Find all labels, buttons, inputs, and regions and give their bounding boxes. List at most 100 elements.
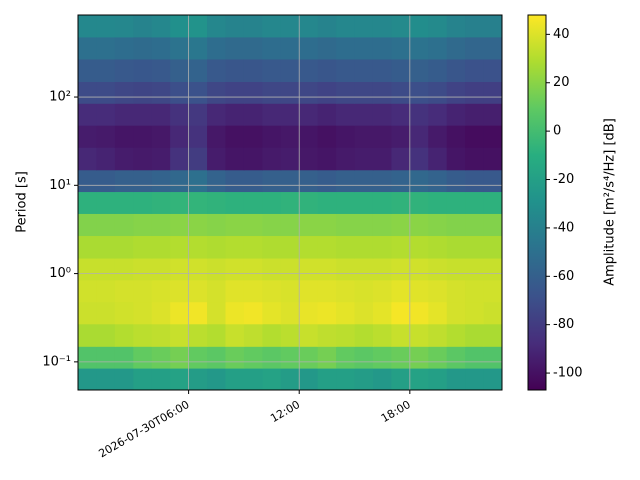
heatmap-cell bbox=[78, 125, 97, 148]
heatmap-cell bbox=[262, 191, 282, 214]
heatmap-cell bbox=[96, 147, 116, 171]
heatmap-cell bbox=[465, 147, 485, 171]
heatmap-cell bbox=[317, 81, 337, 104]
heatmap-cell bbox=[188, 169, 208, 193]
colorbar-tick-label: 0 bbox=[553, 124, 561, 139]
heatmap-cell bbox=[225, 346, 245, 369]
heatmap-cell bbox=[465, 169, 485, 193]
heatmap-cell bbox=[465, 258, 485, 281]
heatmap-cell bbox=[133, 323, 153, 347]
heatmap-cell bbox=[188, 58, 208, 82]
heatmap-cell bbox=[225, 279, 245, 303]
heatmap-cell bbox=[280, 81, 300, 104]
heatmap-cell bbox=[170, 191, 190, 214]
heatmap-cell bbox=[133, 213, 153, 237]
heatmap-cell bbox=[336, 103, 356, 126]
colorbar-tick-label: -40 bbox=[553, 220, 574, 235]
heatmap-cell bbox=[262, 147, 282, 171]
heatmap-cell bbox=[78, 301, 97, 325]
heatmap-cell bbox=[262, 58, 282, 82]
y-tick-label: 10¹ bbox=[49, 178, 71, 193]
heatmap-cell bbox=[262, 103, 282, 126]
heatmap-cell bbox=[354, 346, 374, 369]
heatmap-cell bbox=[133, 58, 153, 82]
heatmap-cell bbox=[225, 103, 245, 126]
heatmap-cell bbox=[78, 15, 97, 38]
heatmap-cell bbox=[170, 36, 190, 60]
heatmap-cell bbox=[483, 103, 503, 126]
heatmap-cell bbox=[465, 81, 485, 104]
heatmap-cell bbox=[354, 279, 374, 303]
heatmap-cell bbox=[372, 368, 392, 391]
colorbar-tick-label: 40 bbox=[553, 27, 570, 42]
heatmap-cell bbox=[243, 346, 263, 369]
heatmap-cell bbox=[483, 235, 503, 259]
heatmap-cell bbox=[133, 301, 153, 325]
heatmap-cell bbox=[299, 368, 319, 391]
heatmap-cell bbox=[428, 235, 448, 259]
heatmap-cell bbox=[372, 213, 392, 237]
heatmap-cell bbox=[133, 125, 153, 148]
heatmap-cell bbox=[262, 368, 282, 391]
heatmap-cell bbox=[170, 279, 190, 303]
heatmap-cell bbox=[372, 15, 392, 38]
heatmap-cell bbox=[225, 213, 245, 237]
colorbar-tick-label: -80 bbox=[553, 317, 574, 332]
heatmap-cell bbox=[280, 301, 300, 325]
heatmap-cell bbox=[225, 258, 245, 281]
heatmap-cell bbox=[483, 36, 503, 60]
heatmap-cell bbox=[446, 368, 466, 391]
heatmap-cell bbox=[446, 323, 466, 347]
heatmap-cell bbox=[483, 279, 503, 303]
heatmap-cell bbox=[409, 147, 429, 171]
heatmap-cell bbox=[317, 36, 337, 60]
heatmap-cell bbox=[114, 36, 134, 60]
heatmap-cell bbox=[317, 191, 337, 214]
heatmap-cell bbox=[354, 323, 374, 347]
heatmap-cell bbox=[78, 58, 97, 82]
heatmap-cell bbox=[78, 147, 97, 171]
y-tick-label: 10⁰ bbox=[49, 266, 71, 281]
heatmap-cell bbox=[354, 125, 374, 148]
heatmap-cell bbox=[354, 103, 374, 126]
heatmap-cell bbox=[170, 346, 190, 369]
heatmap-cell bbox=[78, 191, 97, 214]
heatmap-cell bbox=[207, 103, 226, 126]
heatmap-cell bbox=[262, 235, 282, 259]
heatmap-cell bbox=[151, 346, 171, 369]
heatmap-cell bbox=[391, 301, 411, 325]
heatmap-cell bbox=[465, 301, 485, 325]
heatmap-cell bbox=[317, 258, 337, 281]
heatmap-cell bbox=[409, 301, 429, 325]
heatmap-cell bbox=[78, 258, 97, 281]
heatmap-cell bbox=[446, 235, 466, 259]
heatmap-cell bbox=[391, 346, 411, 369]
heatmap-cell bbox=[262, 323, 282, 347]
heatmap-cell bbox=[428, 125, 448, 148]
heatmap-cell bbox=[409, 191, 429, 214]
colorbar-tick-label: -100 bbox=[553, 366, 583, 381]
heatmap-cell bbox=[207, 15, 226, 38]
heatmap-cell bbox=[114, 301, 134, 325]
heatmap-cell bbox=[299, 235, 319, 259]
heatmap-cell bbox=[243, 279, 263, 303]
heatmap-cell bbox=[188, 279, 208, 303]
heatmap-cell bbox=[336, 368, 356, 391]
heatmap-cell bbox=[317, 15, 337, 38]
heatmap-cell bbox=[409, 235, 429, 259]
heatmap-cell bbox=[151, 15, 171, 38]
heatmap-cell bbox=[336, 147, 356, 171]
heatmap-cell bbox=[409, 15, 429, 38]
heatmap-cell bbox=[151, 147, 171, 171]
heatmap-cell bbox=[446, 169, 466, 193]
heatmap-cell bbox=[354, 58, 374, 82]
heatmap-cell bbox=[96, 125, 116, 148]
y-tick-label: 10² bbox=[49, 90, 71, 105]
heatmap-cell bbox=[133, 36, 153, 60]
heatmap-cell bbox=[170, 258, 190, 281]
heatmap-cell bbox=[207, 191, 226, 214]
heatmap-cell bbox=[465, 103, 485, 126]
heatmap-cell bbox=[170, 125, 190, 148]
heatmap-cell bbox=[391, 323, 411, 347]
heatmap-cell bbox=[225, 125, 245, 148]
